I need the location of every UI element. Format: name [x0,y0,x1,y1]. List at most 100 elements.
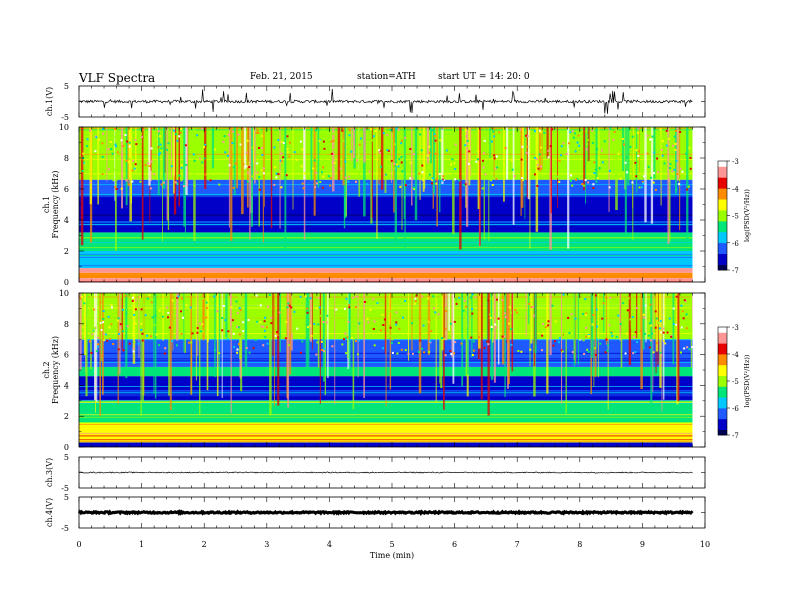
speckle [158,146,161,149]
colorbar-tick-label: -7 [732,267,739,275]
speckle [93,308,96,311]
speckle [584,298,587,301]
speckle [97,343,99,346]
sferic-streak [243,127,247,170]
speckle [83,302,86,305]
sferic-streak [216,293,219,397]
speckle [608,324,611,327]
sferic-streak [230,293,232,414]
speckle [560,145,563,148]
sferic-streak [426,127,430,164]
speckle [372,328,375,330]
ch4-waveform-ytick-top: 5 [64,493,69,502]
sferic-streak [524,127,526,220]
sferic-streak [225,293,228,338]
ch1-waveform-ytick-top: 5 [64,82,69,91]
speckle [595,308,598,311]
sferic-streak [168,293,170,396]
band-0 [79,278,693,282]
speckle [605,338,608,341]
speckle [389,128,392,131]
speckle [222,140,225,143]
speckle [321,349,324,351]
speckle [346,336,349,339]
colorbar-cell [718,257,727,260]
speckle [128,145,131,148]
speckle [641,181,644,184]
speckle [131,296,134,299]
speckle [574,150,577,153]
speckle [636,341,639,344]
speckle [661,154,664,157]
speckle [585,335,588,338]
speckle [593,172,596,174]
speckle [454,299,457,302]
sferic-streak [587,127,590,162]
speckle [437,313,440,316]
speckle [266,342,269,345]
colorbar-cell [718,210,727,213]
speckle [320,314,322,317]
speckle [218,183,221,186]
sferic-streak [573,293,575,360]
speckle [554,320,557,323]
tone-line [79,223,693,225]
speckle [503,312,506,315]
speckle [256,129,259,132]
speckle [472,349,475,352]
speckle [345,297,348,300]
colorbar-cell [718,359,727,362]
speckle [487,343,490,346]
speckle [585,312,588,315]
speckle [665,144,668,147]
sferic-streak [317,293,320,368]
speckle [339,167,342,170]
sferic-streak [461,293,464,386]
colorbar-cell [718,384,727,387]
sferic-streak [483,127,485,240]
speckle [430,330,433,333]
speckle [242,330,245,333]
speckle [510,159,513,162]
speckle [400,142,403,145]
colorbar-cell [718,363,727,366]
speckle [668,317,671,320]
speckle [288,141,291,144]
sferic-streak [521,127,524,182]
sferic-streak [319,293,321,404]
speckle [246,139,249,142]
speckle [654,326,657,329]
speckle [490,328,493,331]
ch4-waveform-ytick-bottom: -5 [61,524,69,533]
sferic-streak [443,293,445,410]
speckle [255,131,258,134]
speckle [478,336,480,339]
speckle [538,129,541,132]
sferic-streak [595,293,597,348]
speckle [355,180,357,183]
speckle [404,184,407,187]
sferic-streak [370,127,373,224]
speckle [593,161,596,164]
sferic-streak [141,127,144,240]
speckle [331,160,334,163]
speckle [520,350,523,353]
sferic-streak [254,127,256,184]
speckle [547,320,550,323]
speckle [133,341,136,344]
colorbar-tick-label: -6 [732,240,739,248]
tone-line [79,221,693,223]
speckle [390,342,393,345]
speckle [431,182,433,185]
speckle [142,129,145,132]
speckle [445,149,448,152]
speckle [132,350,135,353]
speckle [372,298,375,301]
speckle [414,297,417,300]
speckle [238,343,240,346]
speckle [275,172,278,175]
sferic-streak [628,293,632,366]
speckle [193,159,196,162]
sferic-streak [169,293,172,410]
sferic-streak [289,293,292,375]
